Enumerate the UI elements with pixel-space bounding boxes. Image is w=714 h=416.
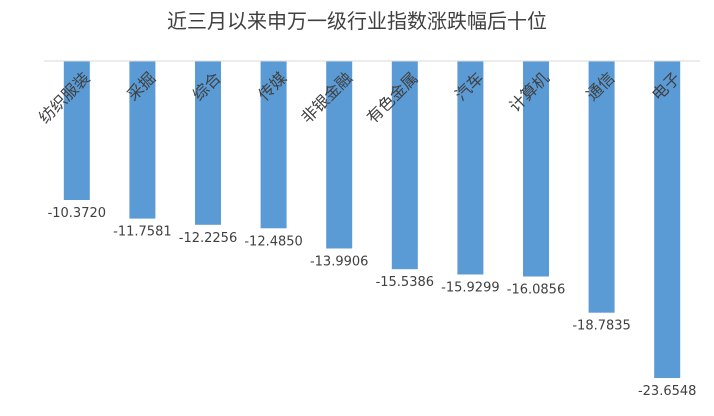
bar-5: [326, 61, 353, 249]
chart-title: 近三月以来申万一级行业指数涨跌幅后十位: [167, 9, 547, 33]
data-label-4: -12.4850: [244, 234, 302, 249]
bar-6: [391, 61, 418, 270]
bar-1: [63, 61, 90, 200]
bar-10: [654, 61, 681, 378]
data-label-2: -11.7581: [113, 225, 171, 240]
data-label-7: -15.9299: [441, 281, 499, 296]
data-label-3: -12.2256: [179, 231, 237, 246]
data-label-1: -10.3720: [48, 206, 106, 221]
bar-8: [523, 61, 549, 277]
bars-group: [63, 61, 681, 378]
bar-4: [260, 61, 287, 229]
bar-7: [457, 61, 484, 275]
bar-9: [588, 61, 615, 313]
bar-2: [129, 61, 156, 219]
data-label-9: -18.7835: [572, 319, 630, 334]
bar-3: [195, 61, 221, 225]
data-label-10: -23.6548: [638, 384, 696, 399]
data-label-6: -15.5386: [376, 275, 434, 290]
data-label-5: -13.9906: [310, 255, 368, 270]
data-label-8: -16.0856: [507, 283, 565, 298]
data-labels-group: -10.3720 -11.7581 -12.2256 -12.4850 -13.9906…: [48, 206, 697, 399]
